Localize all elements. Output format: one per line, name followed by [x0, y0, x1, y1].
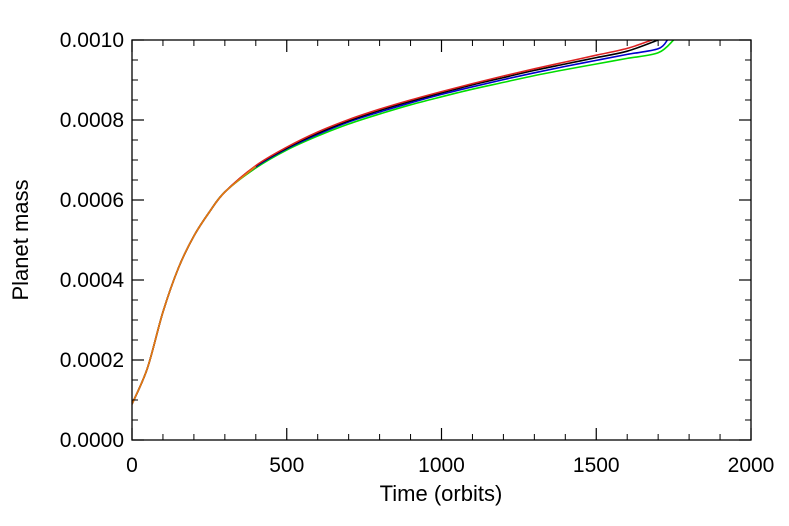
- x-axis-title: Time (orbits): [380, 481, 503, 506]
- y-tick-label: 0.0008: [60, 109, 124, 132]
- series-line-5: [132, 165, 257, 405]
- y-axis-title: Planet mass: [8, 179, 33, 300]
- x-tick-label: 500: [269, 454, 304, 477]
- series-line-2: [132, 40, 669, 405]
- series-line-4: [132, 40, 653, 405]
- x-tick-label: 2000: [728, 454, 775, 477]
- x-tick-label: 1500: [573, 454, 620, 477]
- y-tick-label: 0.0000: [60, 429, 124, 452]
- x-tick-label: 0: [126, 454, 138, 477]
- y-tick-label: 0.0004: [60, 269, 125, 292]
- tick-layer: [131, 39, 752, 441]
- series-line-3: [132, 40, 659, 405]
- label-layer: 0 500 1000 1500 2000 0.0000 0.0002 0.0004 0.0006…: [60, 29, 775, 477]
- y-tick-label: 0.0010: [60, 29, 124, 52]
- y-tick-label: 0.0006: [60, 189, 124, 212]
- y-tick-label: 0.0002: [60, 349, 124, 372]
- plot-frame: [131, 39, 752, 441]
- series-layer: [132, 40, 675, 405]
- x-tick-label: 1000: [418, 454, 465, 477]
- series-line-1: [132, 40, 675, 405]
